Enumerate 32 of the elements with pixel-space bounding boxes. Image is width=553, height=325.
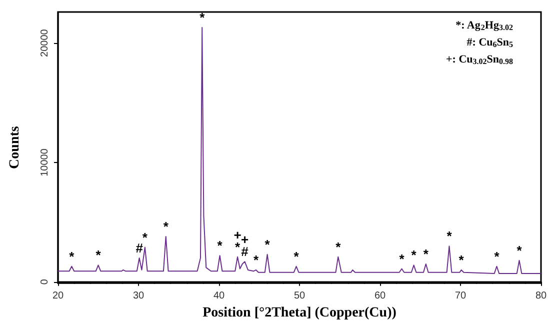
y-tick-label: 10000 [40, 148, 50, 176]
annotation: * [336, 239, 342, 254]
annotation: * [69, 248, 76, 264]
annotation: # [136, 240, 144, 256]
x-tick-label: 80 [535, 290, 547, 302]
annotation: * [411, 248, 418, 263]
annotation: + # [240, 232, 250, 260]
annotation: * [399, 251, 406, 266]
annotation: * [516, 242, 523, 258]
annotation: * [264, 236, 271, 252]
annotation: * [458, 252, 465, 268]
annotation: * [96, 248, 102, 263]
x-tick-label: 70 [454, 290, 466, 302]
annotation: + * [234, 227, 242, 254]
annotation: * [254, 252, 260, 268]
x-tick-label: 50 [294, 290, 306, 302]
x-tick-label: 20 [52, 290, 64, 302]
x-tick-label: 40 [213, 290, 225, 302]
annotation: * [142, 230, 148, 245]
annotation: * [294, 248, 300, 264]
annotation: * [163, 219, 170, 234]
annotation: * [423, 246, 430, 262]
x-tick-label: 60 [374, 290, 386, 302]
y-axis-title: Counts [8, 126, 22, 169]
annotation: * [217, 238, 224, 254]
y-tick-label: 20000 [40, 28, 50, 57]
x-tick-label: 30 [132, 290, 144, 302]
annotation: * [494, 248, 500, 264]
y-tick-label: 0 [40, 278, 50, 285]
annotation: * [200, 10, 206, 26]
annotation: * [446, 228, 453, 244]
x-axis-title: Position [°2Theta] (Copper(Cu)) [202, 306, 397, 320]
